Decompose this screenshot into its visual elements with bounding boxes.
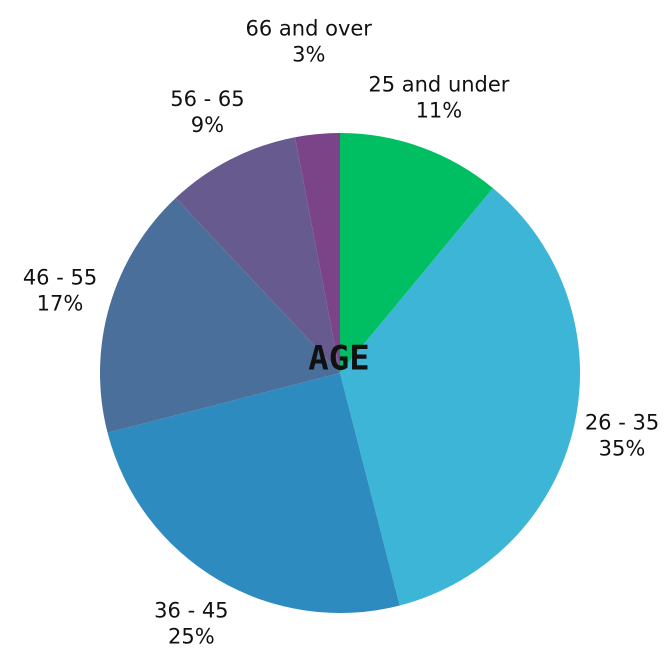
slice-value-label: 35% [599, 437, 646, 461]
slice-label: 66 and over [246, 16, 373, 40]
pie-slice [100, 198, 340, 433]
slice-value-label: 9% [191, 113, 224, 137]
slice-label: 36 - 45 [154, 598, 228, 622]
slice-value-label: 17% [37, 292, 84, 316]
slice-value-label: 3% [292, 42, 325, 66]
pie-slice [340, 188, 581, 606]
pie-slice [295, 133, 340, 373]
slice-label: 46 - 55 [23, 266, 97, 290]
slice-label: 56 - 65 [170, 87, 244, 111]
pie-slice [340, 133, 493, 373]
slice-value-label: 25% [168, 624, 215, 648]
pie-slice [175, 137, 340, 373]
slice-label: 25 and under [368, 72, 509, 96]
chart-title: AGE [308, 339, 369, 379]
pie-slice [107, 373, 400, 613]
slice-value-label: 11% [416, 98, 463, 122]
pie [100, 133, 581, 613]
slice-label: 26 - 35 [585, 411, 659, 435]
